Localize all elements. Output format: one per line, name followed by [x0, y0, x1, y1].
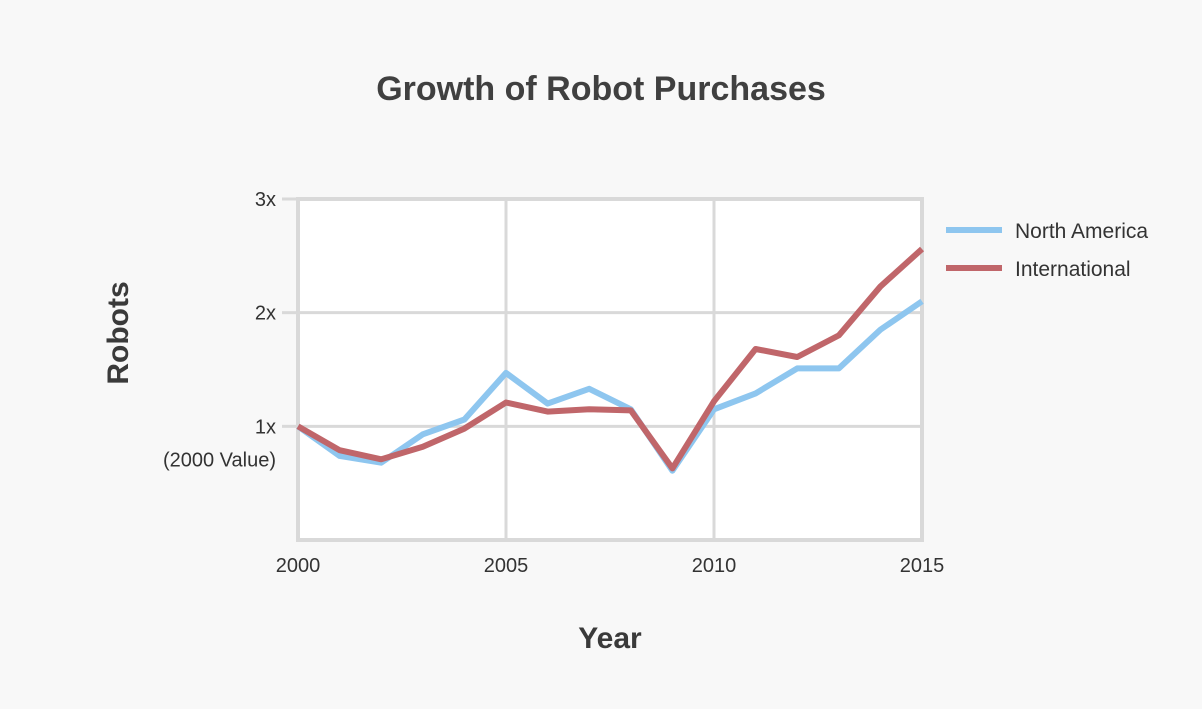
chart-title: Growth of Robot Purchases [376, 70, 826, 108]
x-tick-label: 2015 [900, 555, 945, 577]
series-lines [296, 246, 925, 474]
plot-border [296, 197, 924, 542]
y-axis-title: Robots [102, 281, 135, 384]
y-tick-label: 2x [255, 303, 276, 325]
y-tick-label: 3x [255, 189, 276, 211]
x-tick-label: 2010 [692, 555, 737, 577]
series-line-north-america [296, 298, 924, 474]
x-axis-title: Year [578, 622, 642, 655]
x-tick-label: 2005 [484, 555, 529, 577]
y-tick-sublabel: (2000 Value) [163, 449, 276, 471]
x-tick-label: 2000 [276, 555, 321, 577]
grid [298, 199, 922, 540]
axis-ticks: 2000 2005 2010 2015 1x (2000 Value) 2x 3x [163, 189, 944, 577]
series-line-international [296, 246, 925, 472]
y-tick-label: 1x [255, 416, 276, 438]
legend-label: International [1015, 258, 1131, 281]
legend: North America International [946, 220, 1148, 281]
legend-label: North America [1015, 220, 1148, 243]
